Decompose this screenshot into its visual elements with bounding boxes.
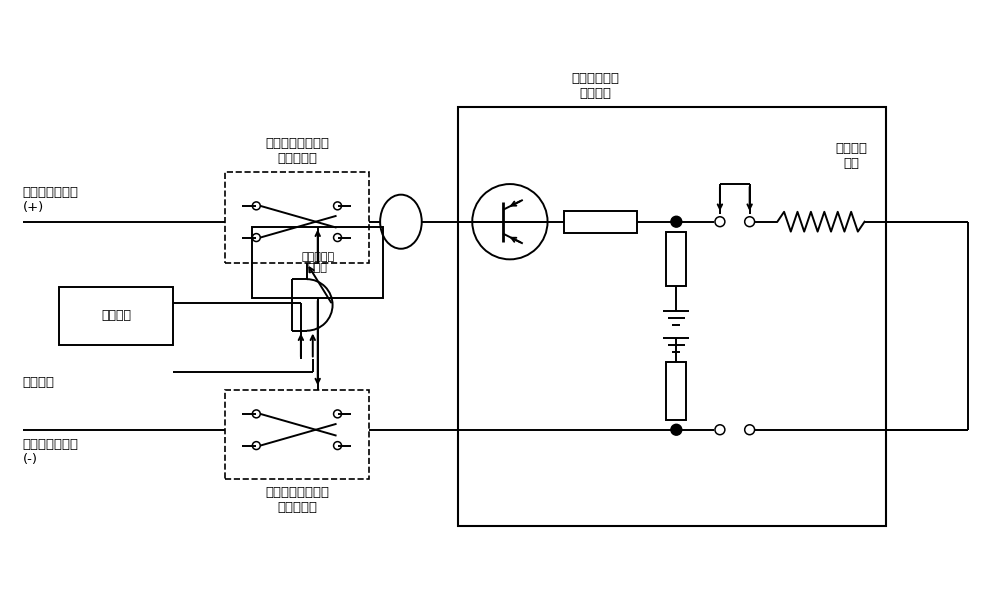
- Text: 火工品电源母线正
加断电控制: 火工品电源母线正 加断电控制: [265, 137, 329, 165]
- Text: 火工装置
桥丝: 火工装置 桥丝: [836, 142, 868, 170]
- Bar: [666, 232, 686, 286]
- Text: 火工品电源母线
(+): 火工品电源母线 (+): [23, 186, 79, 214]
- Bar: [59, 287, 173, 345]
- Bar: [225, 390, 369, 479]
- Text: 遥控指令: 遥控指令: [23, 376, 55, 389]
- Text: 火工装置起爆
控制电路: 火工装置起爆 控制电路: [571, 72, 619, 100]
- Bar: [252, 227, 383, 298]
- Text: 火工品电源母线负
加断电控制: 火工品电源母线负 加断电控制: [265, 486, 329, 514]
- Text: 程控电路: 程控电路: [101, 310, 131, 323]
- Bar: [458, 107, 886, 526]
- Text: 火工品电源母线
(-): 火工品电源母线 (-): [23, 438, 79, 466]
- Text: 启爆电流测
量电路: 启爆电流测 量电路: [301, 251, 334, 273]
- Bar: [225, 172, 369, 263]
- Bar: [564, 211, 637, 232]
- Bar: [666, 362, 686, 420]
- Circle shape: [671, 216, 682, 227]
- Circle shape: [671, 424, 682, 435]
